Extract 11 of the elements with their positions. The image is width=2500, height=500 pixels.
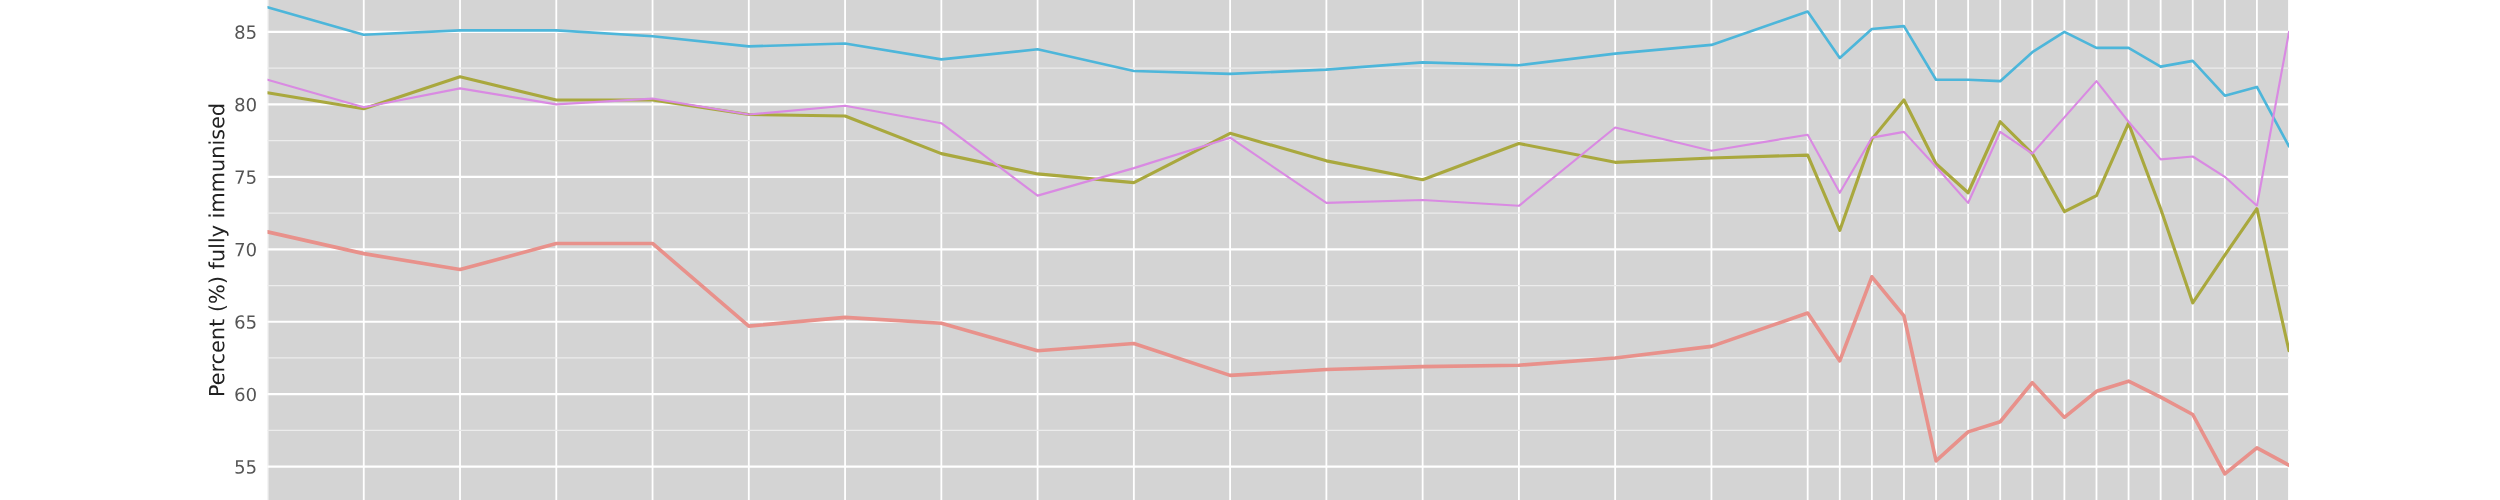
y-tick-label: 80	[235, 97, 256, 112]
y-tick-label: 85	[235, 25, 256, 39]
y-axis-title: Percent (%) fully immunised	[208, 104, 229, 396]
y-tick-label: 65	[235, 315, 256, 329]
line-series	[267, 75, 2289, 353]
y-tick-label: 60	[235, 387, 256, 402]
line-series	[267, 230, 2289, 476]
line-series	[267, 5, 2289, 148]
y-tick-label: 75	[235, 170, 256, 184]
y-tick-label: 55	[235, 460, 256, 474]
y-tick-label: 70	[235, 242, 256, 257]
